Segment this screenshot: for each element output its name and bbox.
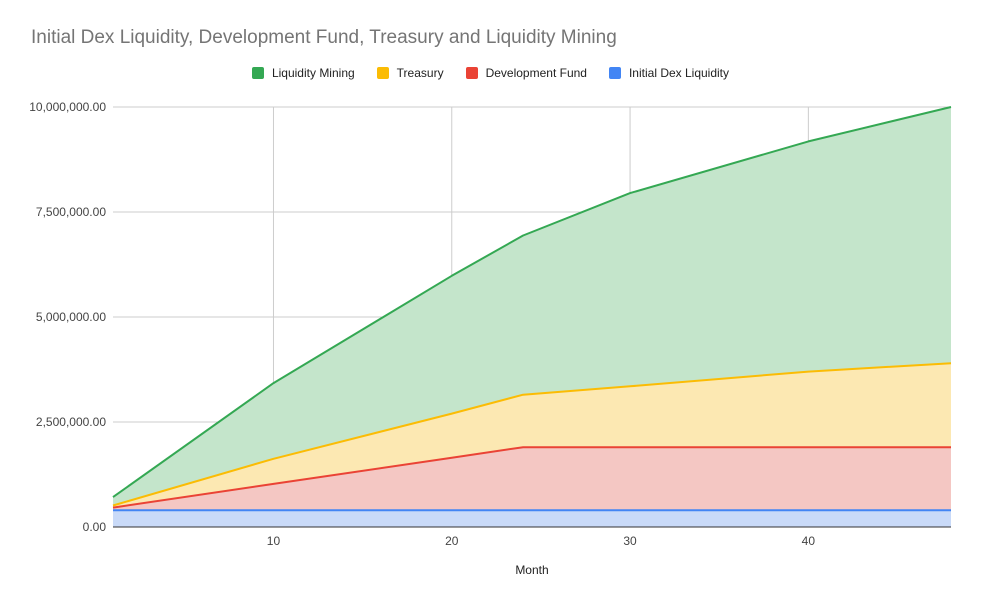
legend-swatch-development-fund xyxy=(465,67,478,79)
legend-swatch-treasury xyxy=(376,67,389,79)
legend-item-initial-dex-liquidity[interactable]: Initial Dex Liquidity xyxy=(608,66,730,80)
legend-swatch-liquidity-mining xyxy=(251,67,264,79)
y-tick-label: 5,000,000.00 xyxy=(36,310,106,324)
area-liquidity-mining xyxy=(113,107,951,506)
legend-item-development-fund[interactable]: Development Fund xyxy=(465,66,587,80)
x-axis-title: Month xyxy=(515,563,548,577)
legend-item-treasury[interactable]: Treasury xyxy=(376,66,444,80)
legend-label-treasury: Treasury xyxy=(396,66,444,80)
line-treasury xyxy=(112,362,952,507)
legend-item-liquidity-mining[interactable]: Liquidity Mining xyxy=(251,66,355,80)
y-tick-label: 10,000,000.00 xyxy=(29,100,106,114)
x-tick-label: 10 xyxy=(267,534,281,548)
chart-title: Initial Dex Liquidity, Development Fund,… xyxy=(31,27,617,48)
y-tick-label: 0.00 xyxy=(83,520,107,534)
y-tick-label: 7,500,000.00 xyxy=(36,205,106,219)
legend-label-liquidity-mining: Liquidity Mining xyxy=(271,66,355,80)
legend-label-development-fund: Development Fund xyxy=(485,66,587,80)
area-treasury xyxy=(113,363,951,508)
x-tick-label: 40 xyxy=(802,534,816,548)
line-liquidity-mining xyxy=(112,106,952,498)
x-tick-label: 20 xyxy=(445,534,459,548)
area-initial-dex-liquidity xyxy=(113,510,951,527)
area-development-fund xyxy=(113,447,951,511)
legend-label-initial-dex-liquidity: Initial Dex Liquidity xyxy=(628,66,730,80)
y-tick-label: 2,500,000.00 xyxy=(36,415,106,429)
x-tick-label: 30 xyxy=(623,534,637,548)
line-development-fund xyxy=(112,446,951,509)
legend-swatch-initial-dex-liquidity xyxy=(608,67,621,79)
legend: Liquidity Mining Treasury Development Fu… xyxy=(0,66,981,80)
